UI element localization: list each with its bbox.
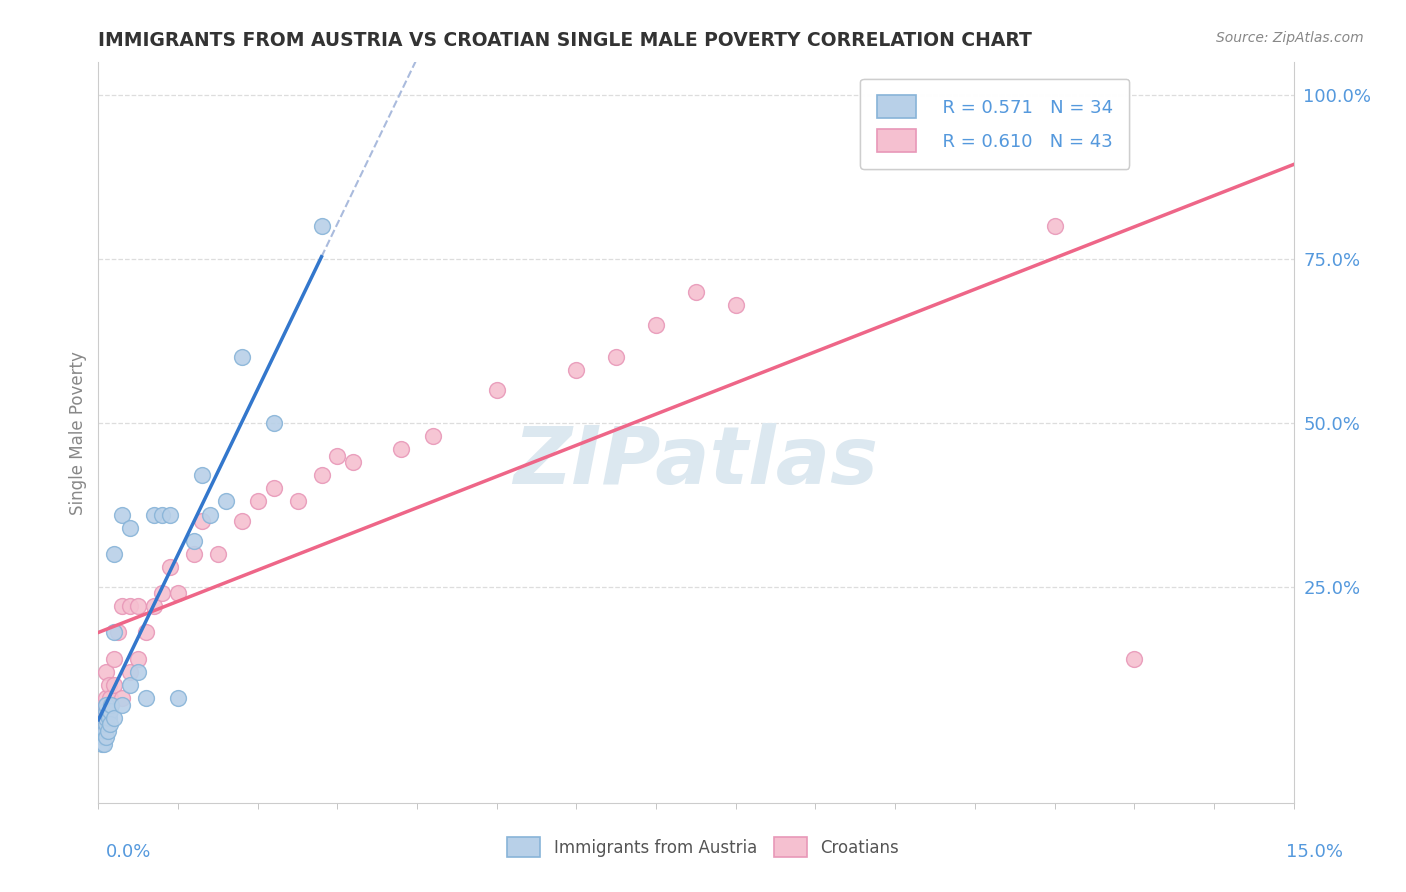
Point [167,586,190,600]
Point [191,468,214,483]
Point [97,723,120,738]
Point [231,514,253,528]
Y-axis label: Single Male Poverty: Single Male Poverty [69,351,87,515]
Point [98,690,122,705]
Point [326,449,349,463]
Point [103,651,125,665]
Point [120,521,142,535]
Point [311,219,333,234]
Point [565,363,588,377]
Point [103,711,125,725]
Point [135,625,157,640]
Point [191,514,214,528]
Point [91,731,114,745]
Point [167,690,190,705]
Point [127,651,149,665]
Point [263,481,285,495]
Point [91,731,114,745]
Point [100,698,122,712]
Point [605,351,627,365]
Point [98,717,122,731]
Point [96,717,118,731]
Point [96,690,118,705]
Point [97,711,120,725]
Point [120,599,142,614]
Point [111,690,134,705]
Point [422,429,444,443]
Point [685,285,707,299]
Point [93,717,115,731]
Point [96,698,118,712]
Point [724,298,747,312]
Legend:   R = 0.571   N = 34,   R = 0.610   N = 43: R = 0.571 N = 34, R = 0.610 N = 43 [860,78,1129,169]
Point [120,678,142,692]
Point [94,704,117,718]
Point [135,690,157,705]
Point [150,508,173,522]
Point [96,698,118,712]
Point [120,665,142,679]
Point [96,665,118,679]
Text: ZIPatlas: ZIPatlas [513,423,879,501]
Point [127,599,149,614]
Point [111,599,134,614]
Point [103,547,125,561]
Text: 15.0%: 15.0% [1285,843,1343,861]
Point [1043,219,1066,234]
Point [645,318,668,332]
Point [485,383,508,397]
Text: IMMIGRANTS FROM AUSTRIA VS CROATIAN SINGLE MALE POVERTY CORRELATION CHART: IMMIGRANTS FROM AUSTRIA VS CROATIAN SING… [98,30,1032,50]
Point [143,508,166,522]
Point [215,494,238,508]
Point [98,704,121,718]
Point [111,508,134,522]
Point [127,665,149,679]
Point [91,737,114,751]
Point [103,678,125,692]
Point [107,625,129,640]
Point [96,704,118,718]
Point [143,599,166,614]
Point [183,533,205,548]
Point [1123,651,1146,665]
Point [94,723,117,738]
Point [97,704,120,718]
Point [263,416,285,430]
Point [183,547,205,561]
Text: 0.0%: 0.0% [105,843,150,861]
Point [159,508,181,522]
Point [287,494,309,508]
Point [389,442,412,456]
Point [159,560,181,574]
Point [93,737,115,751]
Legend: Immigrants from Austria, Croatians: Immigrants from Austria, Croatians [499,829,907,866]
Point [94,731,117,745]
Text: Source: ZipAtlas.com: Source: ZipAtlas.com [1216,31,1364,45]
Point [97,678,120,692]
Point [103,625,125,640]
Point [198,508,221,522]
Point [231,351,253,365]
Point [311,468,333,483]
Point [150,586,173,600]
Point [96,711,118,725]
Point [342,455,364,469]
Point [207,547,229,561]
Point [111,698,134,712]
Point [246,494,269,508]
